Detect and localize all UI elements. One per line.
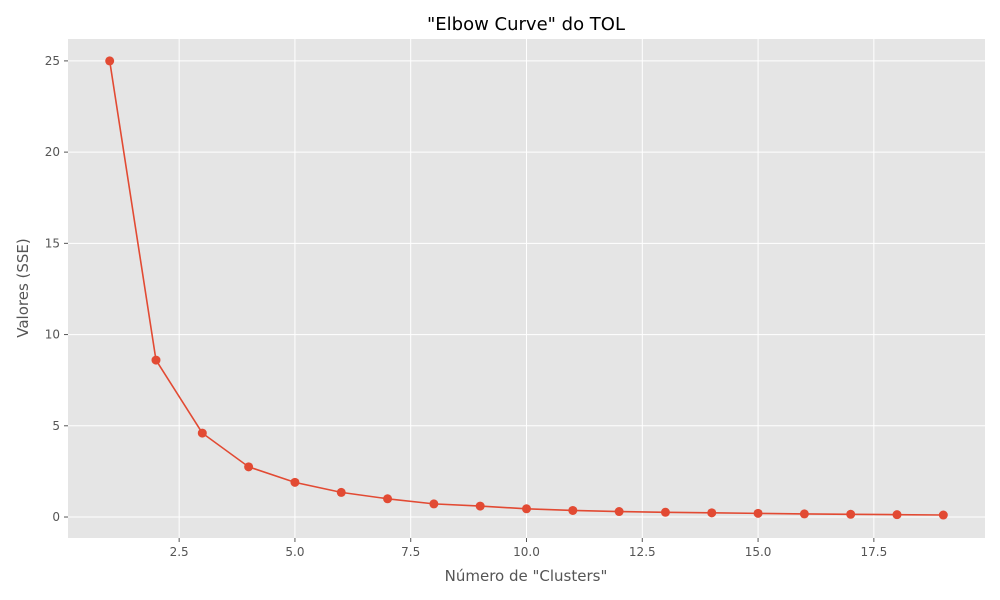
x-tick-label: 10.0 xyxy=(513,545,540,559)
x-tick-label: 2.5 xyxy=(170,545,189,559)
y-tick-label: 20 xyxy=(45,145,60,159)
x-tick-label: 15.0 xyxy=(745,545,772,559)
x-tick-label: 17.5 xyxy=(860,545,887,559)
x-axis-label: Número de "Clusters" xyxy=(445,567,608,585)
data-point xyxy=(660,507,670,517)
data-point xyxy=(799,509,809,519)
data-point xyxy=(938,510,948,520)
y-tick-label: 5 xyxy=(52,419,60,433)
data-point xyxy=(614,507,624,517)
data-point xyxy=(753,508,763,518)
data-point xyxy=(105,56,115,66)
x-tick-label: 12.5 xyxy=(629,545,656,559)
data-point xyxy=(151,355,161,365)
data-point xyxy=(429,499,439,509)
data-point xyxy=(475,501,485,511)
data-point xyxy=(892,510,902,520)
x-tick-label: 5.0 xyxy=(285,545,304,559)
data-point xyxy=(336,487,346,497)
x-tick-label: 7.5 xyxy=(401,545,420,559)
data-point xyxy=(244,462,254,472)
data-point xyxy=(383,494,393,504)
data-point xyxy=(522,504,531,514)
y-tick-label: 0 xyxy=(52,510,60,524)
grid-lines xyxy=(68,39,985,538)
data-point xyxy=(290,477,300,487)
data-point xyxy=(197,428,207,438)
y-tick-label: 25 xyxy=(45,54,60,68)
chart-title: "Elbow Curve" do TOL xyxy=(427,14,625,35)
y-tick-label: 10 xyxy=(45,328,60,342)
axis-ticks: 2.5 5.0 7.5 10.0 12.5 15.0 17.5 0 5 10 15 20 25 xyxy=(45,54,887,559)
series-group xyxy=(105,56,948,520)
data-point xyxy=(568,505,578,515)
y-tick-label: 15 xyxy=(45,236,60,250)
y-axis-label: Valores (SSE) xyxy=(14,238,32,338)
data-point xyxy=(707,508,717,518)
data-point xyxy=(846,509,856,519)
